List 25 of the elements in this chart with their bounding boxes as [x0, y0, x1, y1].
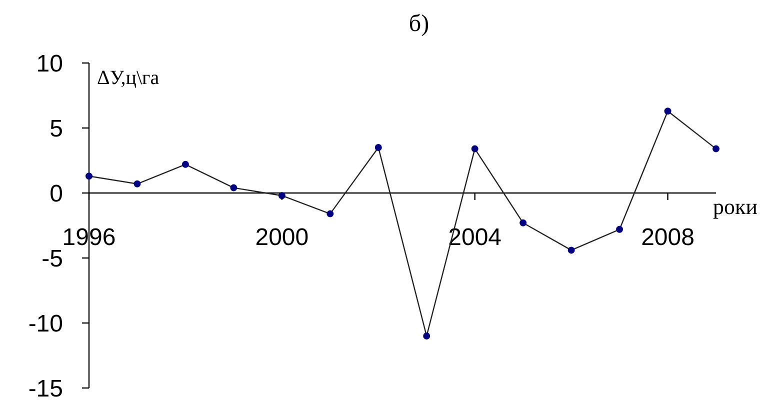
- y-tick-label: 10: [36, 50, 63, 78]
- point: [520, 219, 527, 226]
- x-axis-title: роки: [713, 194, 758, 219]
- point: [278, 192, 286, 200]
- point: [326, 210, 334, 218]
- y-tick-label: 5: [50, 115, 63, 142]
- point: [134, 180, 141, 188]
- point: [664, 108, 672, 115]
- chart-title: б): [408, 11, 430, 37]
- point: [374, 144, 382, 151]
- x-tick-label: 2000: [255, 224, 309, 251]
- y-tick-label: 0: [50, 180, 63, 208]
- y-tick-label: -5: [42, 245, 63, 272]
- point: [182, 160, 189, 168]
- point: [423, 332, 430, 340]
- point: [471, 145, 478, 152]
- point: [568, 246, 575, 254]
- point: [712, 145, 720, 152]
- y-axis-title: ΔУ,ц\га: [97, 67, 160, 89]
- y-tick-label: -15: [28, 375, 63, 402]
- point: [230, 184, 238, 192]
- point: [616, 226, 624, 233]
- point: [86, 172, 92, 180]
- y-tick-label: -10: [28, 310, 63, 338]
- x-tick-label: 2008: [641, 224, 694, 251]
